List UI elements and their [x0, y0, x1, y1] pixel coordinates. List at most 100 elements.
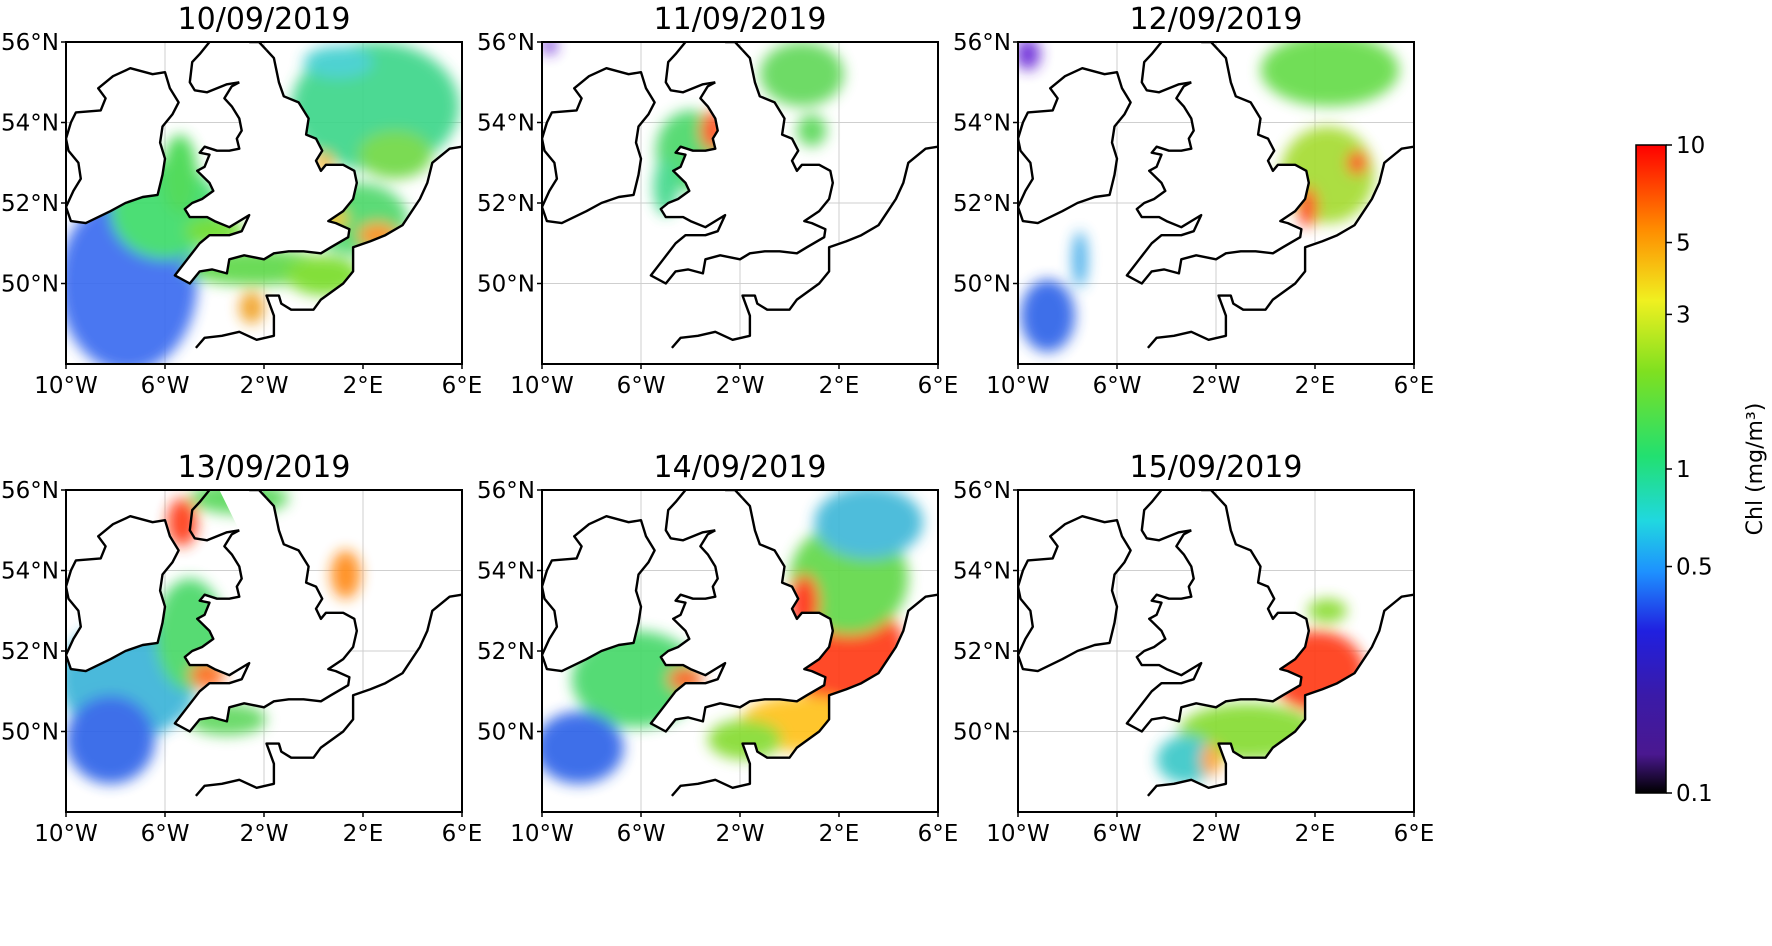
- lon-tick-label: 6°W: [1093, 373, 1142, 399]
- coastline-ireland: [66, 66, 180, 225]
- chlorophyll-patch: [1072, 231, 1088, 288]
- lon-tick-label: 6°W: [617, 373, 666, 399]
- lat-tick-label: 50°N: [1, 272, 59, 298]
- coastline-scotland-east: [1201, 42, 1220, 51]
- lon-tick-label: 10°W: [34, 373, 98, 399]
- land-continent: [194, 146, 462, 364]
- land-ireland: [1018, 68, 1131, 224]
- chlorophyll-patch: [1260, 42, 1400, 107]
- lon-tick-label: 6°E: [442, 373, 483, 399]
- map-content: [66, 490, 462, 812]
- coastline-great-britain: [1125, 49, 1311, 285]
- panel-title: 15/09/2019: [1130, 450, 1303, 485]
- coastline-continent: [1146, 593, 1414, 797]
- chlorophyll-patch: [330, 550, 361, 599]
- map-panels: 10/09/2019 10°W 6°W 2°W 2°E 6°E 56°N 54°N 52°N 50…: [1, 2, 1435, 847]
- coastline-scotland-west: [664, 42, 716, 94]
- land-continent: [194, 594, 462, 812]
- coastline-ireland: [1018, 66, 1132, 225]
- chlorophyll-patch: [1307, 598, 1348, 623]
- coastline-scotland-east: [725, 42, 744, 51]
- coastline-great-britain: [173, 497, 358, 733]
- lon-tick-label: 10°W: [986, 821, 1050, 847]
- lon-tick-label: 2°W: [240, 821, 289, 847]
- lat-tick-label: 54°N: [953, 111, 1011, 137]
- coastline-ireland: [542, 515, 656, 673]
- land-ireland: [66, 516, 179, 672]
- chlorophyll-patch: [814, 490, 924, 559]
- lat-tick-label: 50°N: [953, 720, 1011, 746]
- land-continent: [1146, 594, 1414, 812]
- land-ireland: [1018, 516, 1131, 672]
- coastline-ireland: [66, 515, 180, 673]
- map-panel: 13/09/2019 10°W 6°W 2°W 2°E 6°E 56°N 54°N 52°N 50…: [1, 450, 483, 847]
- coastline-scotland-west: [664, 490, 716, 542]
- lon-tick-label: 6°E: [1394, 821, 1435, 847]
- chlorophyll-patch: [1020, 279, 1075, 352]
- coastline-great-britain: [1125, 497, 1311, 733]
- chlorophyll-patch: [66, 695, 156, 784]
- map-content: [1018, 42, 1414, 364]
- map-panel: 12/09/2019 10°W 6°W 2°W 2°E 6°E 56°N 54°N 52°N 50…: [953, 2, 1434, 399]
- panel-title: 11/09/2019: [654, 2, 827, 37]
- chlorophyll-patch: [162, 134, 198, 216]
- lat-tick-label: 50°N: [953, 272, 1011, 298]
- chlorophyll-patch: [707, 719, 783, 760]
- chlorophyll-patch: [167, 498, 198, 547]
- map-content: [66, 42, 462, 364]
- colorbar-tick-label: 1: [1676, 457, 1691, 483]
- colorbar: 10 5 3 1 0.5 0.1 Chl (mg/m³): [1635, 133, 1768, 807]
- land-ireland: [66, 68, 179, 224]
- lon-tick-label: 10°W: [986, 373, 1050, 399]
- chlorophyll-patch: [542, 42, 557, 55]
- coastline-scotland-west: [1140, 490, 1192, 542]
- lat-tick-label: 54°N: [1, 559, 59, 585]
- chlorophyll-patch: [796, 114, 827, 147]
- lat-tick-label: 52°N: [953, 639, 1011, 665]
- land-continent: [670, 594, 938, 812]
- map-panel: 10/09/2019 10°W 6°W 2°W 2°E 6°E 56°N 54°N 52°N 50…: [1, 2, 483, 399]
- lat-tick-label: 56°N: [1, 30, 59, 56]
- chlorophyll-patch: [1201, 743, 1221, 776]
- coastline-scotland-east: [249, 490, 268, 499]
- lon-tick-label: 2°E: [819, 821, 860, 847]
- lon-tick-label: 6°W: [1093, 821, 1142, 847]
- lat-tick-label: 52°N: [1, 639, 59, 665]
- land-ireland: [542, 516, 655, 672]
- lon-tick-label: 2°W: [716, 821, 765, 847]
- lon-tick-label: 10°W: [510, 373, 574, 399]
- map-panel: 15/09/2019 10°W 6°W 2°W 2°E 6°E 56°N 54°N 52°N 50…: [953, 450, 1435, 847]
- lat-tick-label: 52°N: [477, 191, 535, 217]
- colorbar-ramp: [1635, 144, 1667, 794]
- lat-tick-label: 54°N: [477, 111, 535, 137]
- lon-tick-label: 6°E: [442, 821, 483, 847]
- lat-tick-label: 52°N: [1, 191, 59, 217]
- lon-tick-label: 2°E: [1295, 373, 1336, 399]
- colorbar-label: Chl (mg/m³): [1743, 403, 1768, 536]
- map-content: [542, 490, 938, 812]
- panel-title: 12/09/2019: [1130, 2, 1303, 37]
- lon-tick-label: 2°E: [343, 821, 384, 847]
- land-ireland: [542, 68, 655, 224]
- lat-tick-label: 56°N: [953, 30, 1011, 56]
- panel-title: 14/09/2019: [654, 450, 827, 485]
- coastline-great-britain: [649, 497, 834, 733]
- lat-tick-label: 52°N: [953, 191, 1011, 217]
- coastline-scotland-east: [1201, 490, 1220, 499]
- lat-tick-label: 56°N: [477, 478, 535, 504]
- coastline-scotland-west: [188, 42, 240, 94]
- lat-tick-label: 54°N: [477, 559, 535, 585]
- lon-tick-label: 2°W: [1192, 373, 1241, 399]
- coastline-great-britain: [173, 49, 358, 285]
- coastline-continent: [1146, 145, 1414, 349]
- panel-title: 10/09/2019: [178, 2, 351, 37]
- lon-tick-label: 6°W: [141, 821, 190, 847]
- colorbar-tick-label: 5: [1676, 231, 1691, 257]
- coastline-ireland: [1018, 515, 1132, 673]
- lon-tick-label: 2°W: [240, 373, 289, 399]
- map-panel: 14/09/2019 10°W 6°W 2°W 2°E 6°E 56°N 54°N 52°N 50…: [477, 450, 958, 847]
- map-content: [542, 42, 938, 364]
- lon-tick-label: 2°W: [1192, 821, 1241, 847]
- coastline-scotland-west: [1140, 42, 1192, 94]
